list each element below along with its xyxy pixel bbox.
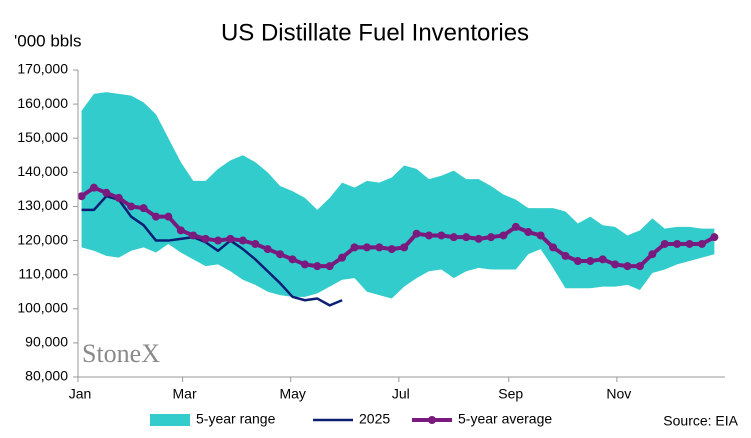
series-marker	[362, 243, 371, 252]
y-tick-label: 130,000	[17, 197, 68, 213]
series-marker	[586, 257, 595, 266]
y-tick-label: 100,000	[17, 299, 68, 315]
series-marker	[238, 236, 247, 245]
series-marker	[263, 245, 272, 254]
series-marker	[598, 255, 607, 264]
series-marker	[660, 239, 669, 248]
series-marker	[437, 231, 446, 240]
series-line	[81, 194, 343, 307]
series-marker	[648, 250, 657, 259]
series-marker	[561, 251, 570, 260]
series-marker	[338, 253, 347, 262]
series-marker	[697, 239, 706, 248]
x-tick-label: Nov	[606, 386, 631, 402]
series-marker	[487, 233, 496, 242]
series-marker	[474, 234, 483, 243]
series-marker	[89, 183, 98, 192]
series-marker	[251, 239, 260, 248]
series-marker	[400, 243, 409, 252]
y-tick-label: 80,000	[25, 368, 68, 384]
series-marker	[635, 262, 644, 271]
y-tick-label: 110,000	[18, 265, 68, 281]
y-tick-label: 120,000	[17, 231, 68, 247]
series-marker	[549, 243, 558, 252]
series-marker	[350, 243, 359, 252]
series-marker	[499, 231, 508, 240]
series-marker	[189, 231, 198, 240]
series-marker	[139, 204, 148, 213]
x-tick-label: Sep	[498, 386, 523, 402]
source: Source: EIA	[663, 413, 738, 429]
x-tick-label: Jan	[69, 386, 92, 402]
series-marker	[673, 239, 682, 248]
x-tick-label: Jul	[392, 386, 410, 402]
series-marker	[102, 188, 111, 197]
legend-label: 5-year range	[196, 411, 276, 427]
x-tick-label: Mar	[173, 386, 197, 402]
series-marker	[524, 228, 533, 237]
series-marker	[710, 233, 719, 242]
series-marker	[288, 255, 297, 264]
series-marker	[325, 262, 334, 271]
series-marker	[412, 229, 421, 238]
series-marker	[201, 234, 210, 243]
series-marker	[276, 250, 285, 259]
series-marker	[511, 222, 520, 231]
series-marker	[623, 262, 632, 271]
series-marker	[449, 233, 458, 242]
range-band	[81, 92, 715, 299]
series-marker	[214, 236, 223, 245]
watermark: StoneX	[82, 339, 160, 368]
y-tick-label: 90,000	[25, 334, 68, 350]
series-line	[80, 185, 716, 269]
series-marker	[375, 243, 384, 252]
series-marker	[424, 231, 433, 240]
series-marker	[685, 239, 694, 248]
x-tick-label: May	[279, 386, 305, 402]
series-marker	[164, 212, 173, 221]
series-marker	[387, 245, 396, 254]
legend-label: 5-year average	[458, 411, 552, 427]
series-marker	[127, 202, 136, 211]
legend-label: 2025	[359, 411, 390, 427]
series-marker	[313, 262, 322, 271]
y-tick-label: 160,000	[17, 95, 68, 111]
series-marker	[536, 231, 545, 240]
series-marker	[77, 192, 86, 201]
y-axis-unit: '000 bbls	[14, 31, 82, 50]
legend-swatch	[150, 414, 190, 426]
y-tick-label: 150,000	[17, 129, 68, 145]
series-marker	[611, 260, 620, 269]
chart-title: US Distillate Fuel Inventories	[221, 19, 529, 46]
series-marker	[462, 233, 471, 242]
y-tick-label: 170,000	[17, 61, 68, 77]
series-marker	[573, 257, 582, 266]
series-marker	[226, 234, 235, 243]
series-marker	[151, 212, 160, 221]
legend-marker	[428, 416, 436, 424]
series-marker	[176, 226, 185, 235]
series-marker	[300, 260, 309, 269]
series-marker	[114, 193, 123, 202]
y-tick-label: 140,000	[17, 163, 68, 179]
